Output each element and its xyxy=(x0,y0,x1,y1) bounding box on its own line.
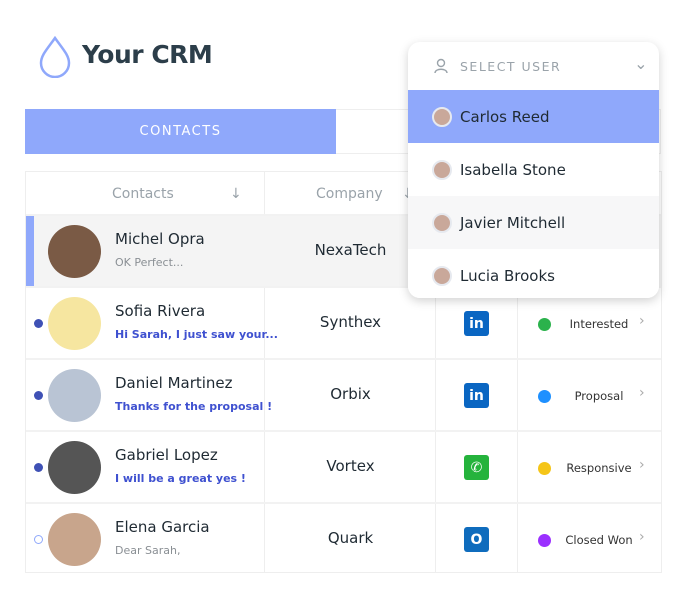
avatar xyxy=(48,513,101,566)
select-user-trigger[interactable]: SELECT USER ⌄ xyxy=(408,42,659,90)
status-label: Interested xyxy=(569,317,629,331)
select-user-dropdown[interactable]: SELECT USER ⌄ Carlos Reed Isabella Stone J… xyxy=(408,42,659,298)
last-message: Hi Sarah, I just saw your... xyxy=(115,328,278,341)
user-option-label: Lucia Brooks xyxy=(460,266,555,285)
app-title: Your CRM xyxy=(82,40,213,69)
user-option[interactable]: Lucia Brooks xyxy=(408,249,659,298)
unread-indicator xyxy=(34,319,43,328)
tab-contacts[interactable]: CONTACTS xyxy=(25,109,336,154)
avatar xyxy=(48,225,101,278)
table-row[interactable]: Daniel Martinez Thanks for the proposal … xyxy=(26,358,661,430)
droplet-icon xyxy=(39,36,71,78)
last-message: OK Perfect... xyxy=(115,256,184,269)
avatar xyxy=(48,297,101,350)
avatar xyxy=(432,106,452,127)
contact-name[interactable]: Gabriel Lopez xyxy=(115,446,218,464)
contact-name[interactable]: Sofia Rivera xyxy=(115,302,206,320)
header-company[interactable]: Company xyxy=(316,185,383,202)
contact-name[interactable]: Elena Garcia xyxy=(115,518,210,536)
avatar xyxy=(48,369,101,422)
user-option[interactable]: Isabella Stone xyxy=(408,143,659,196)
company-name: Vortex xyxy=(326,457,375,475)
company-name: NexaTech xyxy=(314,241,387,259)
table-row[interactable]: Gabriel Lopez I will be a great yes ! Vo… xyxy=(26,430,661,502)
user-option-label: Javier Mitchell xyxy=(460,213,566,232)
last-message: Dear Sarah, xyxy=(115,544,181,557)
chevron-right-icon[interactable]: › xyxy=(639,457,645,473)
linkedin-icon[interactable]: in xyxy=(464,311,489,336)
chevron-right-icon[interactable]: › xyxy=(639,385,645,401)
contact-name[interactable]: Michel Opra xyxy=(115,230,205,248)
company-name: Quark xyxy=(327,529,374,547)
sort-arrow-icon[interactable]: ↓ xyxy=(402,172,414,215)
select-user-placeholder: SELECT USER xyxy=(460,58,562,74)
contact-name[interactable]: Daniel Martinez xyxy=(115,374,233,392)
table-row[interactable]: Sofia Rivera Hi Sarah, I just saw your..… xyxy=(26,286,661,358)
chevron-right-icon[interactable]: › xyxy=(639,529,645,545)
chevron-right-icon[interactable]: › xyxy=(639,313,645,329)
avatar xyxy=(48,441,101,494)
user-option[interactable]: Carlos Reed xyxy=(408,90,659,143)
whatsapp-icon[interactable]: ✆ xyxy=(464,455,489,480)
status-dot xyxy=(538,534,551,547)
chevron-down-icon: ⌄ xyxy=(634,54,649,73)
avatar xyxy=(432,212,452,233)
status-label: Closed Won xyxy=(565,533,633,547)
sort-arrow-icon[interactable]: ↓ xyxy=(230,185,242,202)
last-message: I will be a great yes ! xyxy=(115,472,246,485)
table-row[interactable]: Elena Garcia Dear Sarah, Quark O Closed W… xyxy=(26,502,661,574)
user-icon xyxy=(434,58,448,74)
status-dot xyxy=(538,390,551,403)
outlook-icon[interactable]: O xyxy=(464,527,489,552)
avatar xyxy=(432,159,452,180)
header-contacts[interactable]: Contacts xyxy=(112,185,174,202)
avatar xyxy=(432,265,452,286)
company-name: Synthex xyxy=(319,313,382,331)
status-dot xyxy=(538,318,551,331)
unread-indicator xyxy=(34,463,43,472)
user-option-label: Carlos Reed xyxy=(460,107,550,126)
unread-indicator xyxy=(34,535,43,544)
company-name: Orbix xyxy=(330,385,371,403)
user-option-label: Isabella Stone xyxy=(460,160,566,179)
user-option[interactable]: Javier Mitchell xyxy=(408,196,659,249)
status-dot xyxy=(538,462,551,475)
selected-indicator xyxy=(26,216,34,286)
unread-indicator xyxy=(34,391,43,400)
linkedin-icon[interactable]: in xyxy=(464,383,489,408)
last-message: Thanks for the proposal ! xyxy=(115,400,273,413)
status-label: Responsive xyxy=(566,461,632,475)
status-label: Proposal xyxy=(574,389,624,403)
